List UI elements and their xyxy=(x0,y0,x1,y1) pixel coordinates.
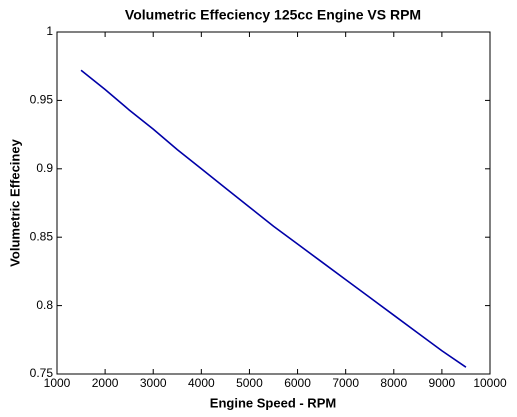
x-tick-label: 1000 xyxy=(44,376,71,390)
x-tick-label: 5000 xyxy=(236,376,263,390)
chart-title: Volumetric Effeciency 125cc Engine VS RP… xyxy=(125,7,421,23)
y-tick-label: 0.8 xyxy=(36,298,53,312)
y-tick-label: 0.95 xyxy=(30,93,54,107)
x-tick-label: 4000 xyxy=(188,376,215,390)
y-axis-label: Volumetric Effeciney xyxy=(7,138,22,266)
x-tick-label: 10000 xyxy=(473,376,507,390)
x-tick-label: 6000 xyxy=(284,376,311,390)
x-tick-label: 9000 xyxy=(429,376,456,390)
x-tick-label: 2000 xyxy=(92,376,119,390)
y-tick-label: 0.75 xyxy=(30,366,54,380)
y-tick-label: 1 xyxy=(46,24,53,38)
x-tick-label: 3000 xyxy=(140,376,167,390)
data-line xyxy=(80,69,467,368)
plot-frame xyxy=(56,31,491,375)
y-tick-label: 0.9 xyxy=(36,161,53,175)
x-axis-label: Engine Speed - RPM xyxy=(210,395,336,410)
x-tick-label: 7000 xyxy=(332,376,359,390)
y-tick-label: 0.85 xyxy=(30,229,54,243)
x-tick-label: 8000 xyxy=(380,376,407,390)
